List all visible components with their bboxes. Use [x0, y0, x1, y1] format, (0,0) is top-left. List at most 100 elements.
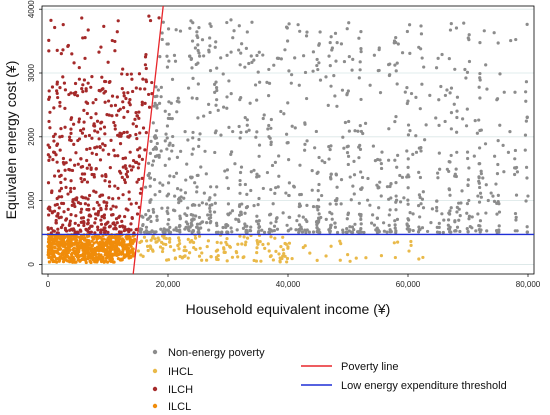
point-ilch [138, 87, 142, 91]
point-non-energy-poverty [272, 224, 277, 228]
point-non-energy-poverty [479, 172, 483, 176]
point-ilch [157, 16, 161, 20]
point-ilch [129, 222, 133, 226]
point-non-energy-poverty [166, 42, 170, 46]
point-ilch [79, 176, 83, 181]
point-ilch [124, 96, 128, 101]
point-non-energy-poverty [320, 159, 324, 163]
point-ilch [99, 45, 103, 49]
point-ilch [86, 218, 90, 222]
point-non-energy-poverty [435, 199, 439, 203]
point-ilcl [104, 259, 108, 263]
point-non-energy-poverty [230, 209, 235, 213]
point-ihcl [154, 240, 158, 244]
point-non-energy-poverty [395, 217, 400, 222]
point-ilch [48, 208, 52, 212]
point-non-energy-poverty [347, 119, 351, 124]
point-non-energy-poverty [221, 225, 225, 230]
point-ilch [90, 151, 94, 155]
point-ilch [81, 36, 85, 40]
point-ihcl [149, 246, 153, 250]
point-non-energy-poverty [421, 206, 426, 210]
point-non-energy-poverty [357, 212, 362, 216]
point-non-energy-poverty [455, 225, 460, 229]
point-ilcl [125, 246, 129, 250]
point-non-energy-poverty [165, 65, 170, 69]
point-non-energy-poverty [148, 184, 152, 188]
point-non-energy-poverty [465, 70, 470, 75]
point-non-energy-poverty [502, 90, 506, 94]
point-non-energy-poverty [408, 23, 412, 27]
point-non-energy-poverty [333, 94, 337, 98]
point-non-energy-poverty [455, 109, 459, 113]
point-non-energy-poverty [191, 130, 195, 135]
point-non-energy-poverty [293, 126, 297, 130]
point-ilch [128, 97, 132, 102]
point-non-energy-poverty [327, 157, 331, 161]
point-non-energy-poverty [170, 77, 175, 81]
point-non-energy-poverty [408, 129, 412, 133]
point-ilch [104, 172, 108, 177]
point-non-energy-poverty [466, 229, 470, 234]
point-ihcl [192, 246, 196, 250]
point-non-energy-poverty [440, 52, 444, 57]
point-ilch [63, 177, 67, 181]
point-non-energy-poverty [443, 119, 447, 124]
point-ihcl [243, 243, 247, 247]
point-non-energy-poverty [389, 181, 393, 186]
point-non-energy-poverty [210, 203, 214, 207]
point-non-energy-poverty [161, 183, 165, 187]
point-non-energy-poverty [393, 119, 397, 124]
point-ilch [48, 110, 52, 114]
point-non-energy-poverty [154, 129, 159, 133]
point-ilch [66, 207, 70, 212]
point-ihcl [245, 236, 250, 240]
point-ilch [120, 72, 124, 76]
point-non-energy-poverty [179, 195, 183, 199]
point-non-energy-poverty [452, 102, 456, 106]
point-non-energy-poverty [406, 99, 410, 103]
point-non-energy-poverty [212, 210, 217, 214]
x-tick-label: 60,000 [396, 280, 421, 289]
point-non-energy-poverty [477, 85, 481, 89]
point-non-energy-poverty [208, 44, 212, 48]
point-non-energy-poverty [378, 180, 382, 184]
point-non-energy-poverty [271, 202, 275, 206]
point-non-energy-poverty [474, 229, 478, 233]
point-non-energy-poverty [318, 30, 322, 34]
point-non-energy-poverty [481, 176, 485, 180]
point-non-energy-poverty [226, 212, 230, 216]
point-ilch [97, 203, 101, 207]
point-ilch [87, 163, 92, 167]
point-ilch [143, 148, 147, 152]
point-non-energy-poverty [405, 149, 409, 153]
point-ilch [82, 223, 86, 228]
point-non-energy-poverty [448, 160, 452, 164]
point-ilch [114, 227, 118, 231]
point-non-energy-poverty [208, 22, 212, 26]
point-non-energy-poverty [378, 158, 382, 162]
point-non-energy-poverty [245, 192, 249, 197]
point-ihcl [280, 256, 284, 261]
point-ihcl [225, 236, 229, 241]
point-non-energy-poverty [352, 159, 356, 163]
point-non-energy-poverty [230, 150, 234, 154]
point-non-energy-poverty [346, 144, 350, 148]
point-ilch [63, 226, 67, 230]
point-non-energy-poverty [255, 172, 259, 176]
point-ilcl [107, 238, 111, 242]
point-non-energy-poverty [495, 212, 499, 216]
point-non-energy-poverty [168, 225, 172, 229]
point-ilch [84, 196, 88, 200]
point-non-energy-poverty [160, 37, 164, 42]
point-non-energy-poverty [497, 202, 501, 206]
point-non-energy-poverty [436, 176, 440, 180]
point-ilch [49, 18, 53, 22]
point-non-energy-poverty [478, 71, 482, 76]
point-ilch [97, 88, 101, 93]
point-non-energy-poverty [195, 30, 199, 34]
point-non-energy-poverty [175, 110, 179, 114]
point-ilch [101, 148, 105, 152]
point-non-energy-poverty [256, 70, 260, 74]
point-ihcl [228, 245, 232, 249]
